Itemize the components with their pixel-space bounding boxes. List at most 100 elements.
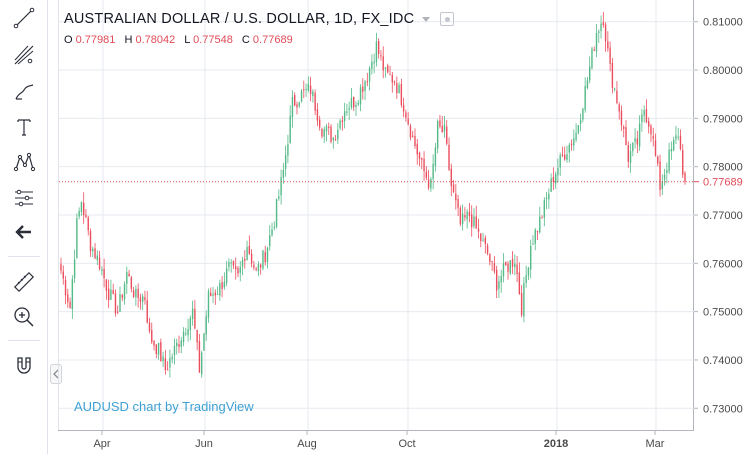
candle-body — [173, 345, 176, 356]
chart-pane[interactable] — [58, 0, 695, 430]
candle-body — [570, 143, 573, 145]
candle-body — [520, 292, 523, 316]
candle-body — [620, 110, 623, 126]
price-tick-label: 0.74000 — [703, 355, 743, 367]
text-tool-icon[interactable] — [9, 113, 39, 141]
candle-body — [457, 199, 459, 208]
trend-line-icon[interactable] — [9, 4, 39, 32]
time-tick-label: Jun — [195, 438, 213, 450]
candle-body — [604, 24, 607, 42]
candle-body — [107, 288, 110, 301]
candle-body — [373, 61, 375, 64]
time-axis[interactable]: Apr Jun Aug Oct 2018 Mar — [58, 430, 694, 454]
candle-body — [368, 68, 371, 82]
candle-body — [523, 283, 525, 317]
price-axis[interactable]: 0.73000 0.74000 0.75000 0.76000 0.77000 0.780… — [694, 0, 751, 454]
candle-body — [255, 268, 257, 270]
candle-body — [668, 149, 670, 172]
candle-body — [117, 311, 119, 313]
candle-body — [287, 144, 289, 156]
candle-body — [371, 61, 373, 69]
candle-body — [121, 295, 123, 298]
candle-body — [450, 168, 452, 187]
candle-body — [647, 121, 650, 127]
candle-body — [325, 126, 328, 132]
candle-body — [110, 289, 112, 300]
candle-body — [264, 252, 266, 263]
candle-body — [328, 126, 330, 128]
candle-body — [527, 267, 530, 276]
candle-body — [461, 213, 464, 225]
candle-body — [80, 202, 83, 213]
candle-body — [180, 340, 182, 347]
candle-body — [194, 308, 196, 329]
candle-body — [137, 288, 139, 299]
candle-body — [337, 129, 339, 140]
candle-body — [609, 47, 611, 64]
candle-body — [650, 125, 652, 135]
candle-body — [69, 301, 71, 308]
candle-body — [291, 96, 294, 118]
pattern-icon[interactable] — [9, 148, 39, 176]
candle-body — [246, 247, 248, 260]
candle-body — [477, 228, 480, 232]
candle-body — [155, 344, 158, 354]
candle-body — [278, 196, 280, 199]
zoom-in-icon[interactable] — [9, 303, 39, 331]
candle-body — [632, 143, 634, 152]
candle-body — [441, 125, 443, 132]
candle-body — [493, 263, 496, 272]
candle-body — [64, 280, 67, 296]
candle-body — [353, 96, 355, 108]
candle-body — [405, 112, 407, 118]
visibility-icon[interactable] — [440, 12, 455, 26]
candle-body — [266, 247, 269, 263]
candle-body — [198, 340, 201, 373]
candle-body — [212, 294, 214, 296]
open-label: O — [64, 34, 73, 46]
candle-body — [627, 145, 629, 162]
tradingview-watermark[interactable]: AUDUSD chart by TradingView — [74, 399, 254, 414]
candle-body — [529, 245, 532, 270]
candle-body — [182, 331, 185, 343]
candle-body — [663, 174, 666, 180]
candle-body — [638, 123, 641, 147]
candle-body — [346, 111, 348, 113]
candle-body — [82, 202, 85, 216]
candle-body — [554, 174, 557, 184]
fib-retracement-icon[interactable] — [9, 41, 39, 69]
magnet-icon[interactable] — [9, 352, 39, 380]
chevron-down-icon[interactable] — [422, 16, 431, 22]
last-price-badge — [694, 173, 751, 190]
candle-body — [366, 81, 369, 83]
back-arrow-icon[interactable] — [9, 218, 39, 246]
candle-body — [164, 358, 167, 371]
candle-body — [623, 126, 625, 129]
candle-body — [92, 248, 94, 252]
candle-body — [103, 268, 105, 279]
candle-body — [232, 260, 235, 266]
candle-body — [262, 250, 264, 269]
candle-body — [400, 84, 403, 106]
prediction-icon[interactable] — [9, 184, 39, 212]
candle-body — [661, 181, 664, 189]
candle-body — [330, 126, 332, 142]
candle-body — [525, 275, 527, 283]
symbol-legend[interactable]: AUSTRALIAN DOLLAR / U.S. DOLLAR, 1D, FX_… — [64, 11, 455, 27]
candle-body — [318, 119, 321, 128]
brush-icon[interactable] — [9, 78, 39, 106]
ruler-icon[interactable] — [9, 268, 39, 296]
candle-body — [582, 108, 584, 120]
candle-body — [298, 102, 300, 106]
candle-body — [343, 111, 346, 122]
price-tick-label: 0.75000 — [703, 307, 743, 319]
candle-body — [539, 216, 541, 233]
candle-body — [303, 89, 305, 91]
candle-body — [271, 229, 273, 236]
candle-body — [498, 281, 500, 289]
toolbar-collapse-arrow[interactable] — [50, 364, 62, 384]
candle-body — [507, 263, 509, 272]
candle-body — [613, 88, 616, 90]
candle-body — [682, 150, 684, 175]
candle-body — [332, 137, 334, 141]
